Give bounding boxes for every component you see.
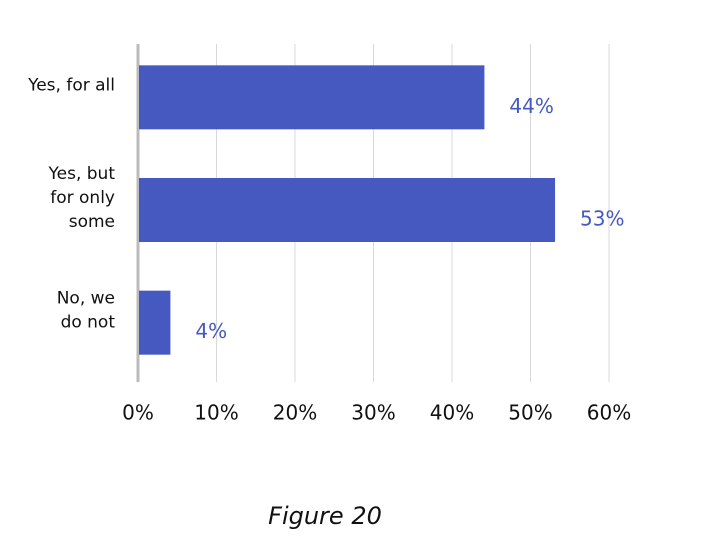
bar: [139, 65, 485, 130]
x-tick-label: 60%: [587, 401, 631, 425]
value-label: 53%: [580, 207, 624, 231]
y-tick-label: Yes, but for only some: [48, 164, 116, 232]
value-label: 44%: [509, 94, 553, 118]
x-tick-label: 50%: [508, 401, 552, 425]
x-tick-label: 20%: [273, 401, 317, 425]
bar: [139, 290, 171, 355]
y-tick-label: No, we do not: [57, 289, 116, 333]
x-tick-label: 40%: [430, 401, 474, 425]
x-tick-label: 0%: [122, 401, 154, 425]
x-tick-label: 10%: [194, 401, 238, 425]
value-label: 4%: [195, 319, 227, 343]
caption: Figure 20: [268, 502, 382, 530]
bar: [139, 178, 556, 242]
x-tick-label: 30%: [351, 401, 395, 425]
y-tick-label: Yes, for all: [27, 75, 115, 95]
